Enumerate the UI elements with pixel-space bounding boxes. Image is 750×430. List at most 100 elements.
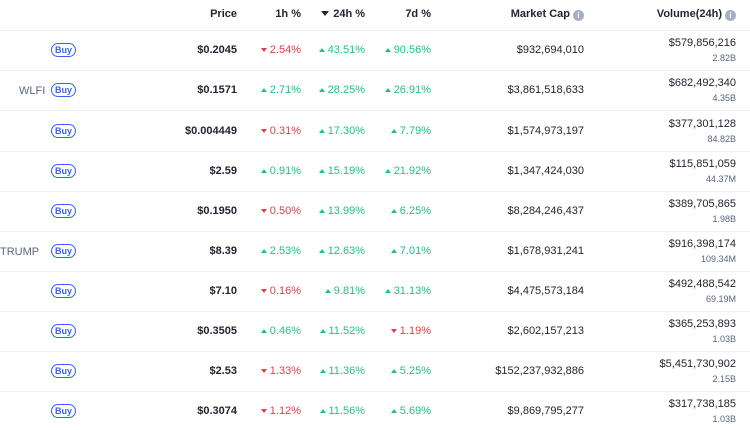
buy-button[interactable]: Buy	[51, 324, 76, 338]
table-row[interactable]: Buy $0.1950 0.50% 13.99% 6.25% $8,284,246,437…	[0, 192, 750, 232]
change-24h: 13.99%	[318, 205, 365, 217]
info-icon[interactable]: i	[573, 10, 584, 21]
price-value: $0.1571	[197, 84, 237, 96]
market-cap-value: $1,678,931,241	[507, 245, 584, 257]
market-cap-value: $9,869,795,277	[507, 405, 584, 417]
volume-token-amount: 44.37M	[705, 174, 736, 184]
volume-token-amount: 1.98B	[712, 214, 736, 224]
caret-down-icon	[260, 129, 267, 133]
caret-down-icon	[260, 289, 267, 293]
change-7d-value: 5.69%	[399, 405, 431, 417]
table-row[interactable]: Buy $7.10 0.16% 9.81% 31.13% $4,475,573,184 $4…	[0, 272, 750, 312]
header-7d[interactable]: 7d %	[405, 8, 431, 20]
buy-button[interactable]: Buy	[51, 164, 76, 178]
header-24h-label: 24h %	[333, 8, 365, 20]
caret-up-icon	[384, 88, 391, 92]
buy-button[interactable]: Buy	[51, 364, 76, 378]
caret-up-icon	[390, 409, 397, 413]
caret-up-icon	[318, 209, 325, 213]
caret-up-icon	[260, 249, 267, 253]
change-7d: 7.01%	[390, 245, 431, 257]
volume-value: $579,856,216	[668, 37, 736, 49]
caret-up-icon	[319, 329, 326, 333]
market-cap-value: $2,602,157,213	[507, 325, 584, 337]
change-7d: 5.69%	[390, 405, 431, 417]
buy-button[interactable]: Buy	[51, 204, 76, 218]
volume-value: $5,451,730,902	[659, 358, 736, 370]
market-cap-value: $8,284,246,437	[507, 205, 584, 217]
header-volume[interactable]: Volume(24h) i	[657, 8, 736, 21]
change-7d: 26.91%	[384, 84, 431, 96]
volume-token-amount: 109.34M	[700, 254, 736, 264]
table-row[interactable]: TRUMP Buy $8.39 2.53% 12.63% 7.01% $1,678,931,…	[0, 232, 750, 272]
change-24h-value: 11.56%	[328, 405, 366, 417]
change-24h: 28.25%	[318, 84, 365, 96]
change-1h-value: 0.16%	[269, 285, 301, 297]
change-7d-value: 90.56%	[393, 44, 431, 56]
change-24h: 9.81%	[324, 285, 365, 297]
caret-up-icon	[318, 129, 325, 133]
volume-token-amount: 69.19M	[705, 294, 736, 304]
change-7d: 7.79%	[390, 125, 431, 137]
change-24h: 11.36%	[319, 365, 366, 377]
change-1h: 0.31%	[260, 125, 301, 137]
table-row[interactable]: Buy $2.53 1.33% 11.36% 5.25% $152,237,932,886…	[0, 352, 750, 392]
buy-button[interactable]: Buy	[51, 83, 76, 97]
buy-button[interactable]: Buy	[51, 404, 76, 418]
header-price[interactable]: Price	[210, 8, 237, 20]
volume-value: $492,488,542	[668, 278, 736, 290]
buy-button[interactable]: Buy	[51, 124, 76, 138]
header-market-cap-label: Market Cap	[510, 8, 570, 20]
info-icon[interactable]: i	[725, 10, 736, 21]
header-market-cap[interactable]: Market Cap i	[511, 8, 584, 21]
change-1h-value: 0.46%	[269, 325, 301, 337]
market-cap-value: $4,475,573,184	[507, 285, 584, 297]
change-7d-value: 7.79%	[399, 125, 431, 137]
caret-up-icon	[260, 169, 267, 173]
change-1h: 2.71%	[260, 84, 301, 96]
change-24h: 17.30%	[318, 125, 365, 137]
price-value: $0.1950	[197, 205, 237, 217]
price-value: $0.3505	[197, 325, 237, 337]
change-7d: 31.13%	[384, 285, 431, 297]
price-value: $0.004449	[185, 125, 237, 137]
buy-button[interactable]: Buy	[51, 284, 76, 298]
change-7d-value: 21.92%	[393, 165, 431, 177]
header-1h[interactable]: 1h %	[275, 8, 301, 20]
price-value: $2.59	[209, 165, 237, 177]
caret-up-icon	[260, 88, 267, 92]
caret-down-icon	[260, 409, 267, 413]
change-1h-value: 1.12%	[269, 405, 301, 417]
volume-value: $317,738,185	[668, 398, 736, 410]
caret-up-icon	[384, 48, 391, 52]
volume-value: $115,851,059	[669, 158, 736, 170]
change-24h: 11.56%	[319, 405, 366, 417]
change-24h-value: 11.36%	[328, 365, 366, 377]
volume-token-amount: 2.15B	[712, 374, 736, 384]
caret-up-icon	[324, 289, 331, 293]
buy-button[interactable]: Buy	[51, 244, 76, 258]
table-row[interactable]: WLFI Buy $0.1571 2.71% 28.25% 26.91% $3,861,51…	[0, 71, 750, 111]
caret-up-icon	[384, 169, 391, 173]
buy-button[interactable]: Buy	[51, 43, 76, 57]
volume-value: $377,301,128	[668, 118, 736, 130]
change-7d-value: 26.91%	[393, 84, 431, 96]
change-7d-value: 6.25%	[399, 205, 431, 217]
table-row[interactable]: Buy $0.004449 0.31% 17.30% 7.79% $1,574,973,1…	[0, 112, 750, 152]
table-header: Price 1h % 24h % 7d % Market Cap i Volume…	[0, 0, 750, 31]
table-row[interactable]: Buy $0.3505 0.46% 11.52% 1.19% $2,602,157,213…	[0, 312, 750, 352]
change-1h: 2.54%	[260, 44, 301, 56]
caret-up-icon	[318, 88, 325, 92]
change-7d: 6.25%	[390, 205, 431, 217]
volume-token-amount: 1.03B	[712, 414, 736, 424]
change-7d: 90.56%	[384, 44, 431, 56]
table-row[interactable]: Buy $0.3074 1.12% 11.56% 5.69% $9,869,795,277…	[0, 392, 750, 430]
market-cap-value: $932,694,010	[516, 44, 584, 56]
volume-token-amount: 4.35B	[712, 93, 736, 103]
table-row[interactable]: Buy $2.59 0.91% 15.19% 21.92% $1,347,424,030 $…	[0, 152, 750, 192]
caret-up-icon	[260, 329, 267, 333]
market-cap-value: $152,237,932,886	[495, 365, 584, 377]
header-24h[interactable]: 24h %	[321, 8, 365, 20]
table-row[interactable]: Buy $0.2045 2.54% 43.51% 90.56% $932,694,010 $…	[0, 31, 750, 71]
caret-up-icon	[319, 409, 326, 413]
